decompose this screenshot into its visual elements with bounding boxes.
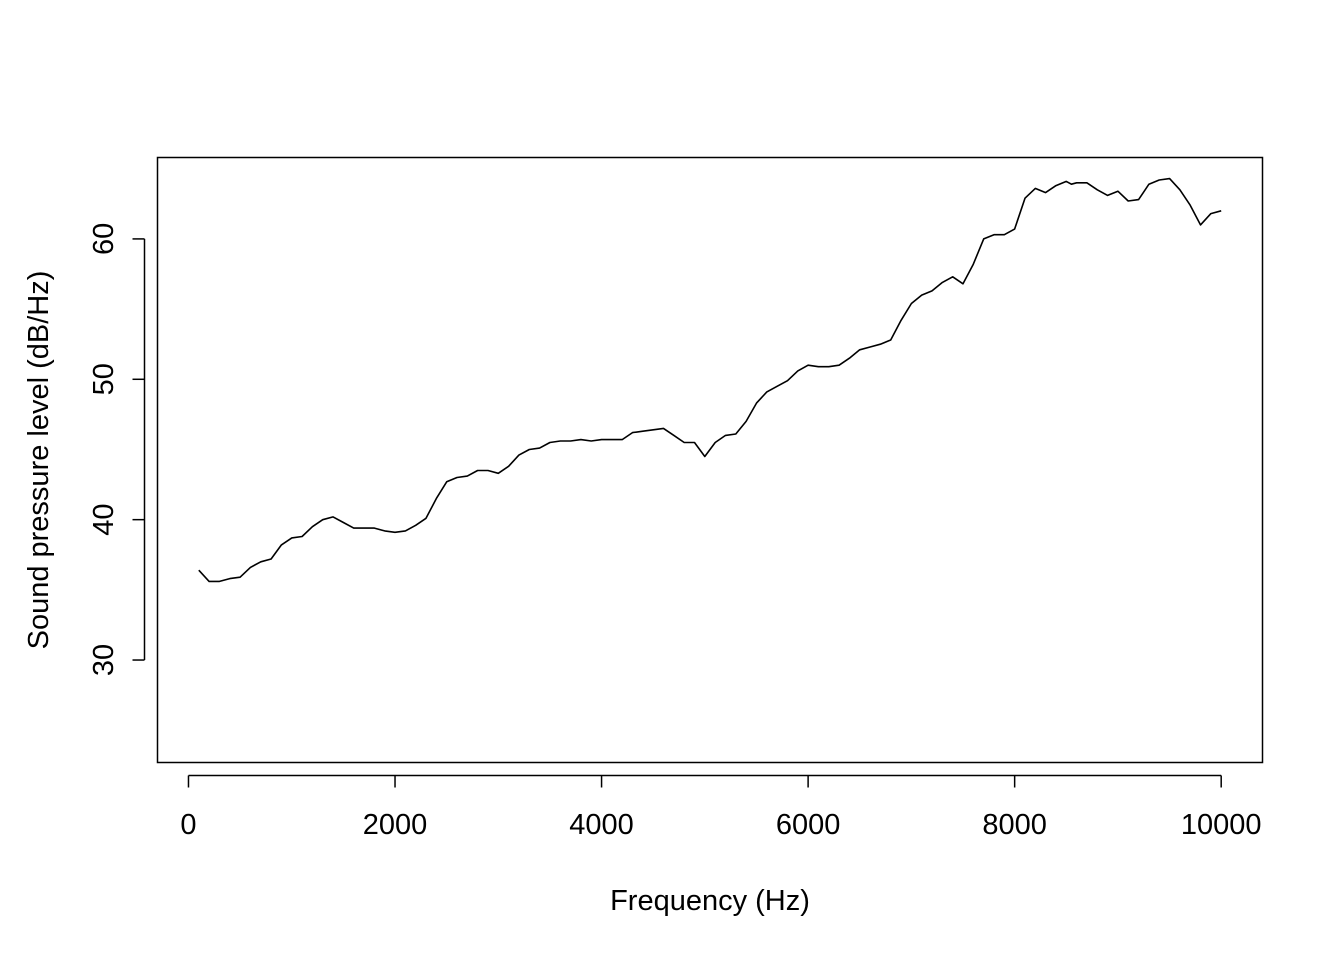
x-tick-label: 8000 [982,809,1047,841]
x-axis: 0 2000 4000 6000 8000 10000 [180,774,1262,841]
x-tick-label: 0 [180,809,196,841]
x-tick-label: 6000 [776,809,841,841]
y-axis: 30 40 50 60 [88,223,146,676]
x-axis-label: Frequency (Hz) [610,885,810,917]
plot-frame [156,156,1264,764]
x-tick-label: 4000 [569,809,634,841]
series-group [198,177,1222,583]
y-axis-label: Sound pressure level (dB/Hz) [23,271,55,650]
y-tick-label: 50 [88,363,120,395]
y-tick-label: 40 [88,504,120,536]
x-tick-label: 10000 [1181,809,1262,841]
series-line [198,177,1222,583]
y-tick-label: 60 [88,223,120,255]
y-tick-label: 30 [88,644,120,676]
x-tick-label: 2000 [363,809,428,841]
